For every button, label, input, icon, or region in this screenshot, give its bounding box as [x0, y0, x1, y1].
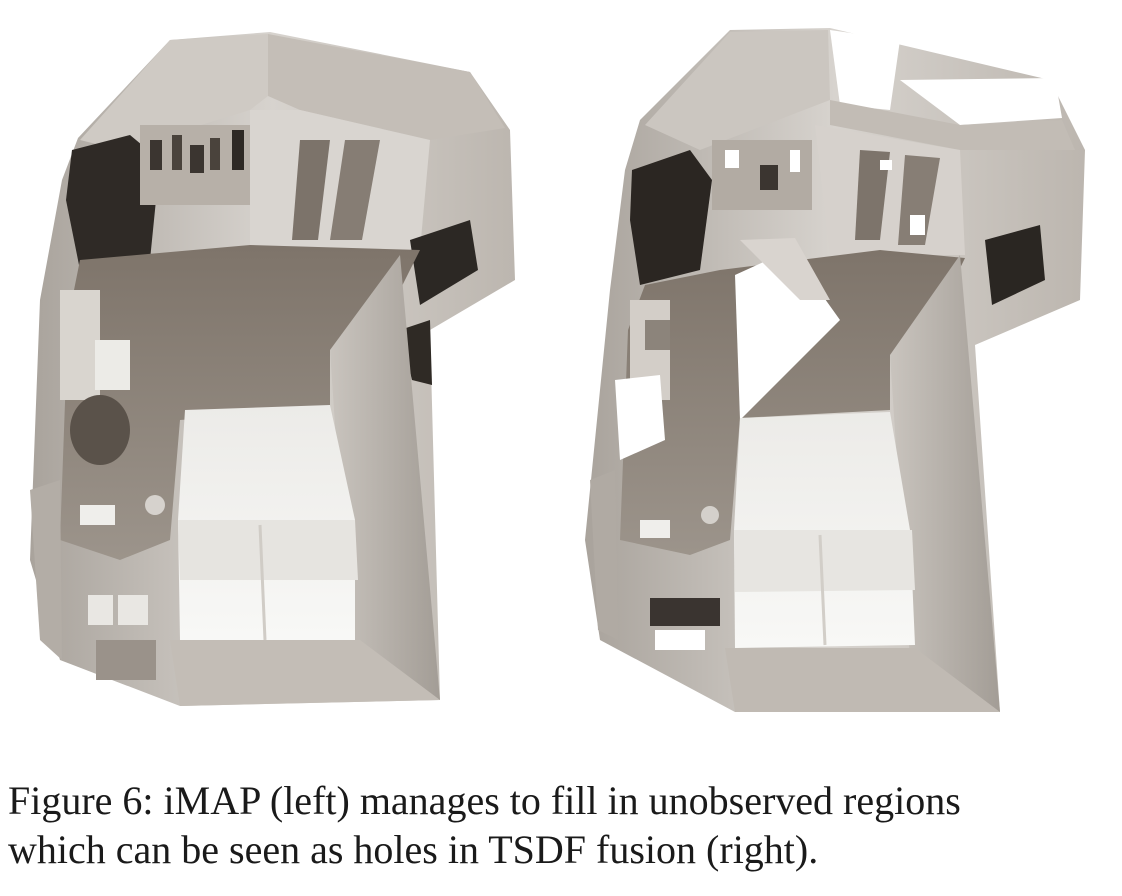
pillow-divider: [258, 524, 267, 641]
reconstruction-hole: [615, 375, 665, 460]
bed-blanket-fold: [178, 520, 358, 580]
pillow-divider: [818, 534, 827, 646]
floor-shadow: [70, 395, 130, 465]
bed-blanket-fold: [734, 530, 915, 592]
right-wall: [890, 255, 1000, 712]
reconstruction-renders: [30, 28, 1085, 712]
wardrobe-door-shadow: [292, 140, 330, 240]
wardrobe-door-shadow: [330, 140, 380, 240]
shelf-item: [232, 130, 244, 170]
reconstruction-hole: [830, 30, 900, 110]
floor: [60, 245, 420, 560]
shelf-item: [150, 140, 162, 170]
chair-seat: [88, 595, 113, 625]
wardrobe-door-shadow: [898, 155, 940, 245]
door-gap: [400, 320, 432, 385]
figure-caption: Figure 6: iMAP (left) manages to fill in…: [8, 776, 1116, 874]
floor: [620, 250, 965, 555]
small-object: [640, 520, 670, 538]
chair: [95, 340, 130, 390]
front-wall: [725, 648, 1000, 712]
shelf-item: [190, 145, 204, 173]
reconstruction-hole: [880, 160, 892, 170]
shelf-item: [172, 135, 182, 170]
noisy-surface: [740, 238, 830, 300]
shelf-item: [210, 138, 220, 170]
lamp: [145, 495, 165, 515]
chair-seat: [118, 595, 148, 625]
small-object: [80, 505, 115, 525]
dark-alcove: [66, 135, 160, 270]
back-wall: [645, 30, 830, 150]
back-wall: [80, 34, 268, 150]
caption-line-2: which can be seen as holes in TSDF fusio…: [8, 827, 819, 872]
wardrobe-door-shadow: [855, 150, 890, 240]
lamp: [701, 506, 719, 524]
window-recess: [985, 225, 1045, 305]
chair-base: [650, 598, 720, 626]
shelf-item: [760, 165, 778, 190]
outer-wall-edge: [590, 470, 618, 640]
reconstruction-hole: [900, 78, 1062, 125]
caption-line-1: Figure 6: iMAP (left) manages to fill in…: [8, 778, 961, 823]
desk: [60, 290, 100, 400]
right-wall: [330, 255, 440, 700]
tsdf-fusion-reconstruction: [585, 28, 1085, 712]
top-right-wall: [830, 100, 1075, 150]
imap-reconstruction: [30, 32, 515, 706]
outer-wall-edge: [30, 480, 62, 660]
front-wall: [170, 640, 440, 706]
dark-alcove: [630, 150, 712, 285]
reconstruction-hole: [910, 215, 925, 235]
reconstruction-hole: [725, 150, 739, 168]
window-recess: [410, 220, 478, 305]
reconstruction-hole: [655, 630, 705, 650]
chair-base: [96, 640, 156, 680]
reconstruction-hole: [790, 150, 800, 172]
chair: [645, 320, 670, 350]
top-right-wall: [268, 34, 505, 140]
